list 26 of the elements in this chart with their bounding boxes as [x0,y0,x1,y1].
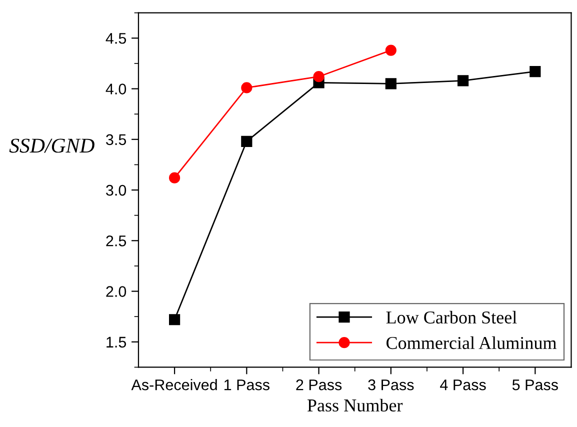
point [385,44,396,56]
point [241,82,252,94]
y-tick-label: 4.5 [106,33,126,44]
point [241,136,252,147]
x-tick-label: 2 Pass [296,379,342,390]
x-axis-title: Pass Number [307,398,403,412]
y-tick-label: 3.0 [106,184,126,196]
legend-label: Low Carbon Steel [386,310,517,324]
x-tick-label: 3 Pass [368,379,414,390]
y-tick-label: 1.5 [106,336,126,348]
y-tick-label: 4.0 [106,84,126,94]
x-tick-label: 1 Pass [224,380,270,390]
y-tick-label: 2.0 [106,286,126,297]
point [168,172,180,184]
x-tick-label: 4 Pass [440,380,486,390]
point [313,71,324,82]
x-tick-label: As-Received [131,379,217,390]
x-tick-label: 5 Pass [512,380,558,390]
y-tick-label: 3.5 [106,134,126,146]
y-tick-label: 2.5 [106,236,126,246]
point [530,66,541,78]
point [385,78,396,90]
point [457,75,469,86]
legend-label: Commercial Aluminum [386,336,556,350]
point [168,314,180,326]
y-axis-title: SSD/GND [9,138,94,153]
